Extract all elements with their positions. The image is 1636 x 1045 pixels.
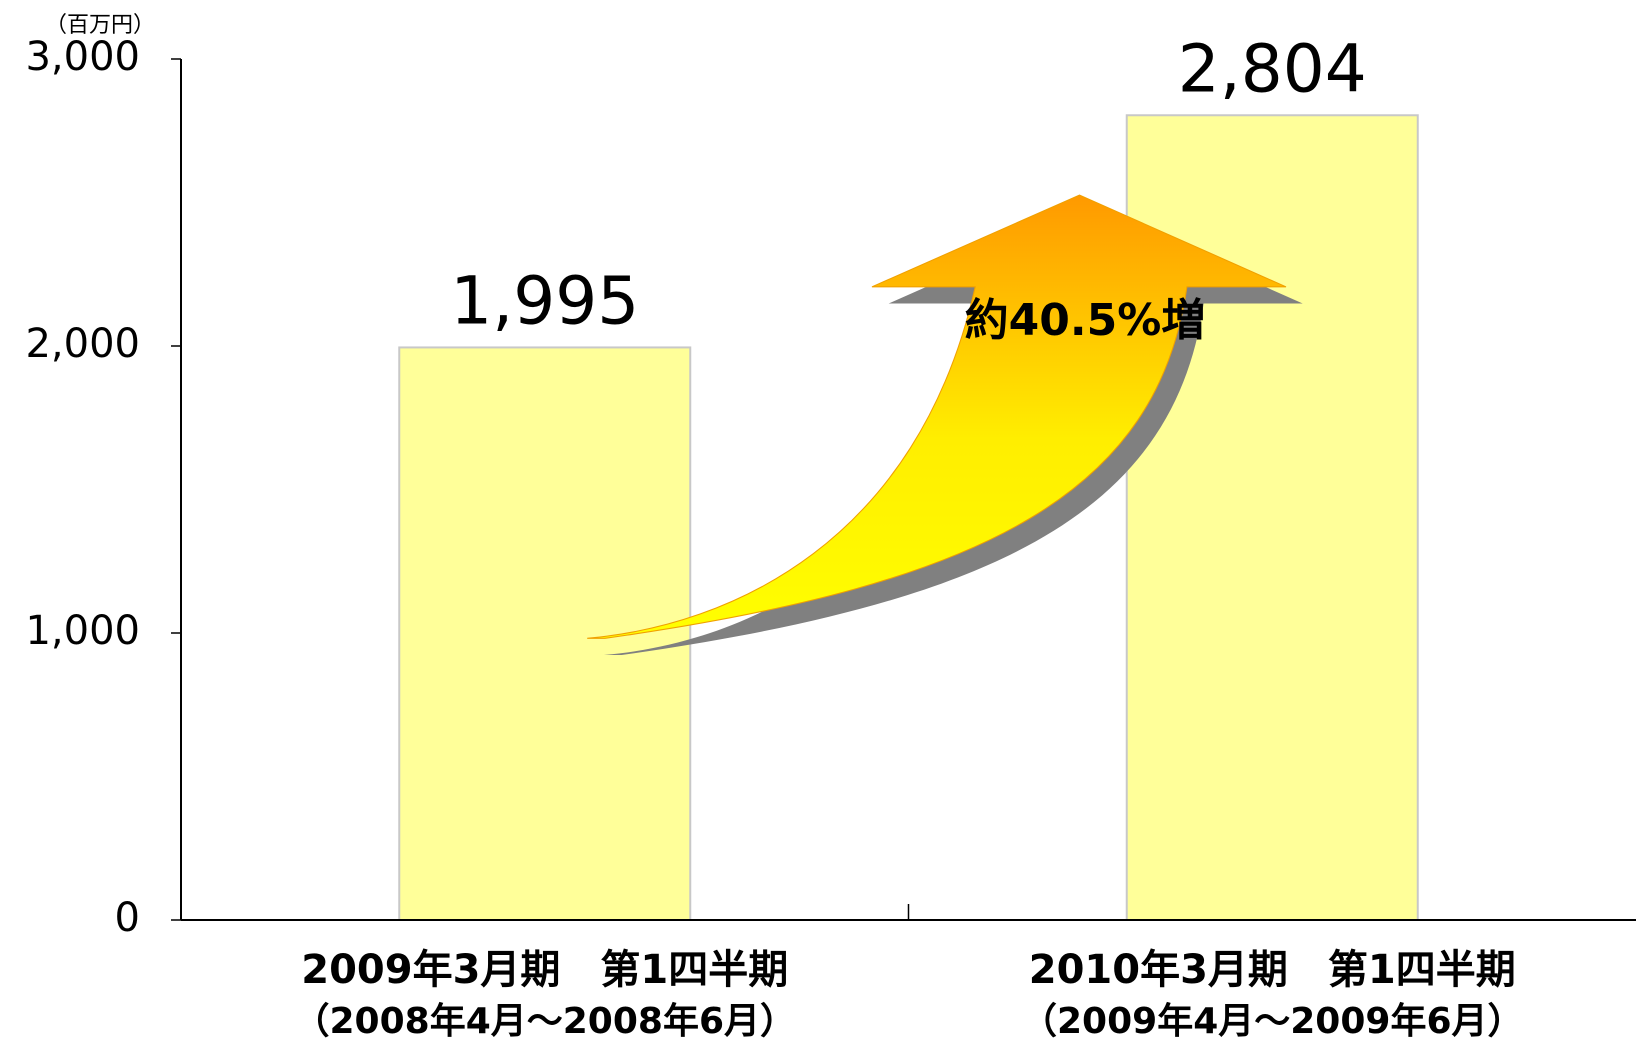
x-tick-label: 2009年3月期 第1四半期 [301,947,788,993]
value-label: 2,804 [1178,30,1367,107]
bar [399,347,690,920]
x-tick-sublabel: （2009年4月～2009年6月） [1021,1001,1524,1042]
chart: （百万円） 01,0002,0003,0001,9952009年3月期 第1四半… [0,0,1636,1045]
value-label: 1,995 [450,262,639,339]
y-tick-label: 2,000 [25,321,140,367]
y-tick-label: 0 [115,895,140,941]
y-tick-label: 1,000 [25,608,140,654]
annotation: 約40.5%増 [965,295,1206,346]
y-tick-label: 3,000 [25,34,140,80]
bars: 0 1,000 2,000 3,000 1,995 2009年3月期 第1四半期 （2008… [25,30,1636,1042]
x-tick-sublabel: （2008年4月～2008年6月） [294,1001,797,1042]
x-tick-label: 2010年3月期 第1四半期 [1029,947,1516,993]
